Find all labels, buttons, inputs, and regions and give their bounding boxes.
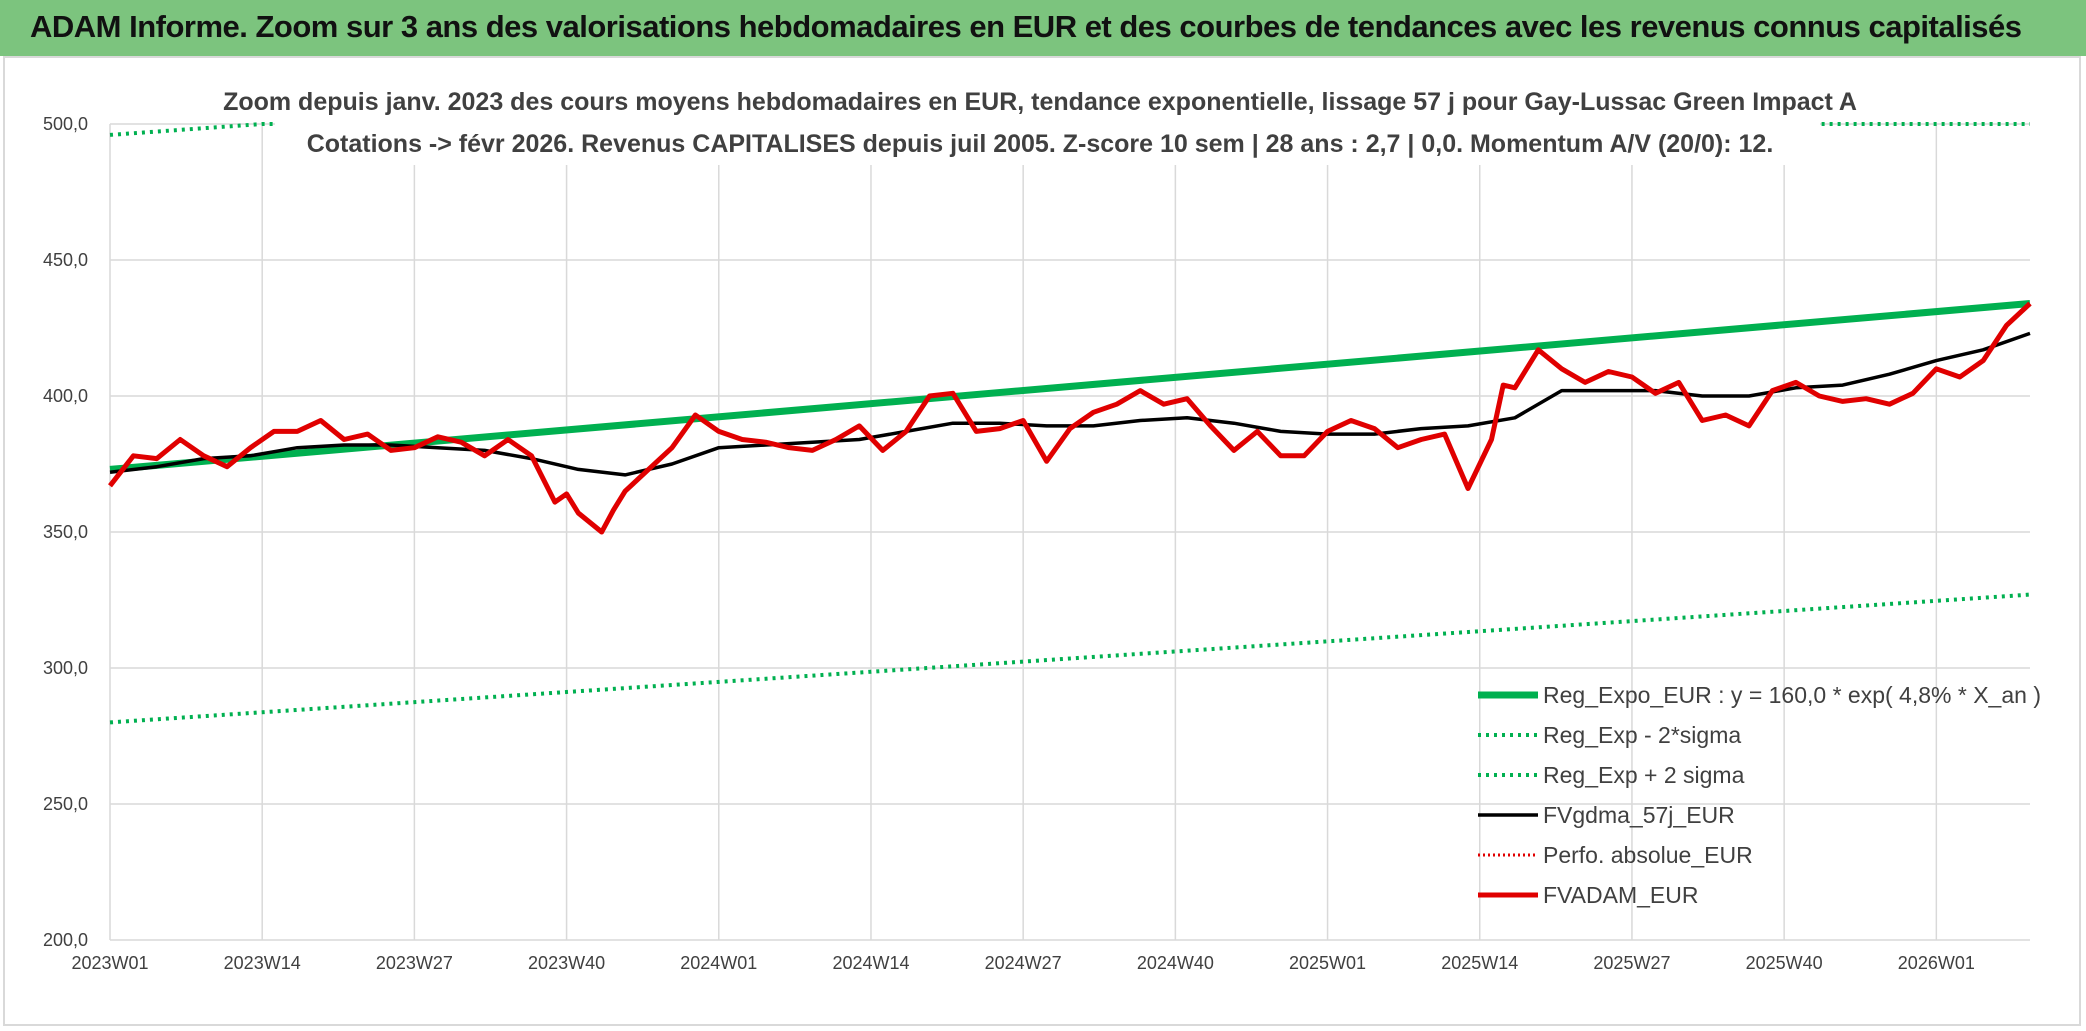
legend-label-gdma: FVgdma_57j_EUR — [1543, 802, 1735, 828]
y-tick-label: 250,0 — [43, 794, 88, 814]
y-tick-label: 400,0 — [43, 386, 88, 406]
legend-label-lower: Reg_Exp - 2*sigma — [1543, 722, 1741, 748]
chart-frame — [3, 56, 2081, 1026]
x-tick-label: 2024W27 — [985, 953, 1062, 973]
x-tick-label: 2025W40 — [1746, 953, 1823, 973]
subtitle-line-2: Cotations -> févr 2026. Revenus CAPITALI… — [307, 130, 1774, 158]
x-tick-label: 2023W27 — [376, 953, 453, 973]
series-lower-line — [109, 592, 2031, 725]
page-title: ADAM Informe. Zoom sur 3 ans des valoris… — [30, 9, 2022, 44]
subtitle-background — [275, 83, 1820, 165]
series-upper-line — [109, 122, 2030, 137]
legend: Reg_Expo_EUR : y = 160,0 * exp( 4,8% * X… — [1478, 682, 2041, 908]
x-tick-label: 2025W14 — [1441, 953, 1518, 973]
title-banner: ADAM Informe. Zoom sur 3 ans des valoris… — [0, 0, 2086, 56]
y-axis-ticks: 200,0 250,0 300,0 350,0 400,0 450,0 500,0 — [43, 114, 88, 950]
series-layer — [108, 122, 2032, 725]
x-tick-label: 2024W14 — [832, 953, 909, 973]
legend-label-fvadam: FVADAM_EUR — [1543, 882, 1699, 908]
y-tick-label: 500,0 — [43, 114, 88, 134]
x-tick-label: 2023W14 — [224, 953, 301, 973]
x-axis-ticks: 2023W01 2023W14 2023W27 2023W40 2024W01 2024W… — [71, 953, 1974, 973]
y-tick-label: 350,0 — [43, 522, 88, 542]
chart-subtitle: Zoom depuis janv. 2023 des cours moyens … — [223, 83, 1857, 165]
y-tick-label: 300,0 — [43, 658, 88, 678]
x-tick-label: 2026W01 — [1898, 953, 1975, 973]
legend-label-perfo: Perfo. absolue_EUR — [1543, 842, 1753, 868]
x-tick-label: 2023W40 — [528, 953, 605, 973]
series-fvadam-line — [108, 301, 2032, 535]
grid-lines — [109, 123, 2030, 941]
subtitle-line-1: Zoom depuis janv. 2023 des cours moyens … — [223, 88, 1857, 116]
y-tick-label: 200,0 — [43, 930, 88, 950]
legend-label-trend: Reg_Expo_EUR : y = 160,0 * exp( 4,8% * X… — [1543, 682, 2041, 708]
x-tick-label: 2025W01 — [1289, 953, 1366, 973]
series-gdma-line — [109, 331, 2031, 477]
y-tick-label: 450,0 — [43, 250, 88, 270]
x-tick-label: 2025W27 — [1593, 953, 1670, 973]
x-tick-label: 2024W01 — [680, 953, 757, 973]
x-tick-label: 2023W01 — [71, 953, 148, 973]
x-tick-label: 2024W40 — [1137, 953, 1214, 973]
legend-label-upper: Reg_Exp + 2 sigma — [1543, 762, 1745, 788]
